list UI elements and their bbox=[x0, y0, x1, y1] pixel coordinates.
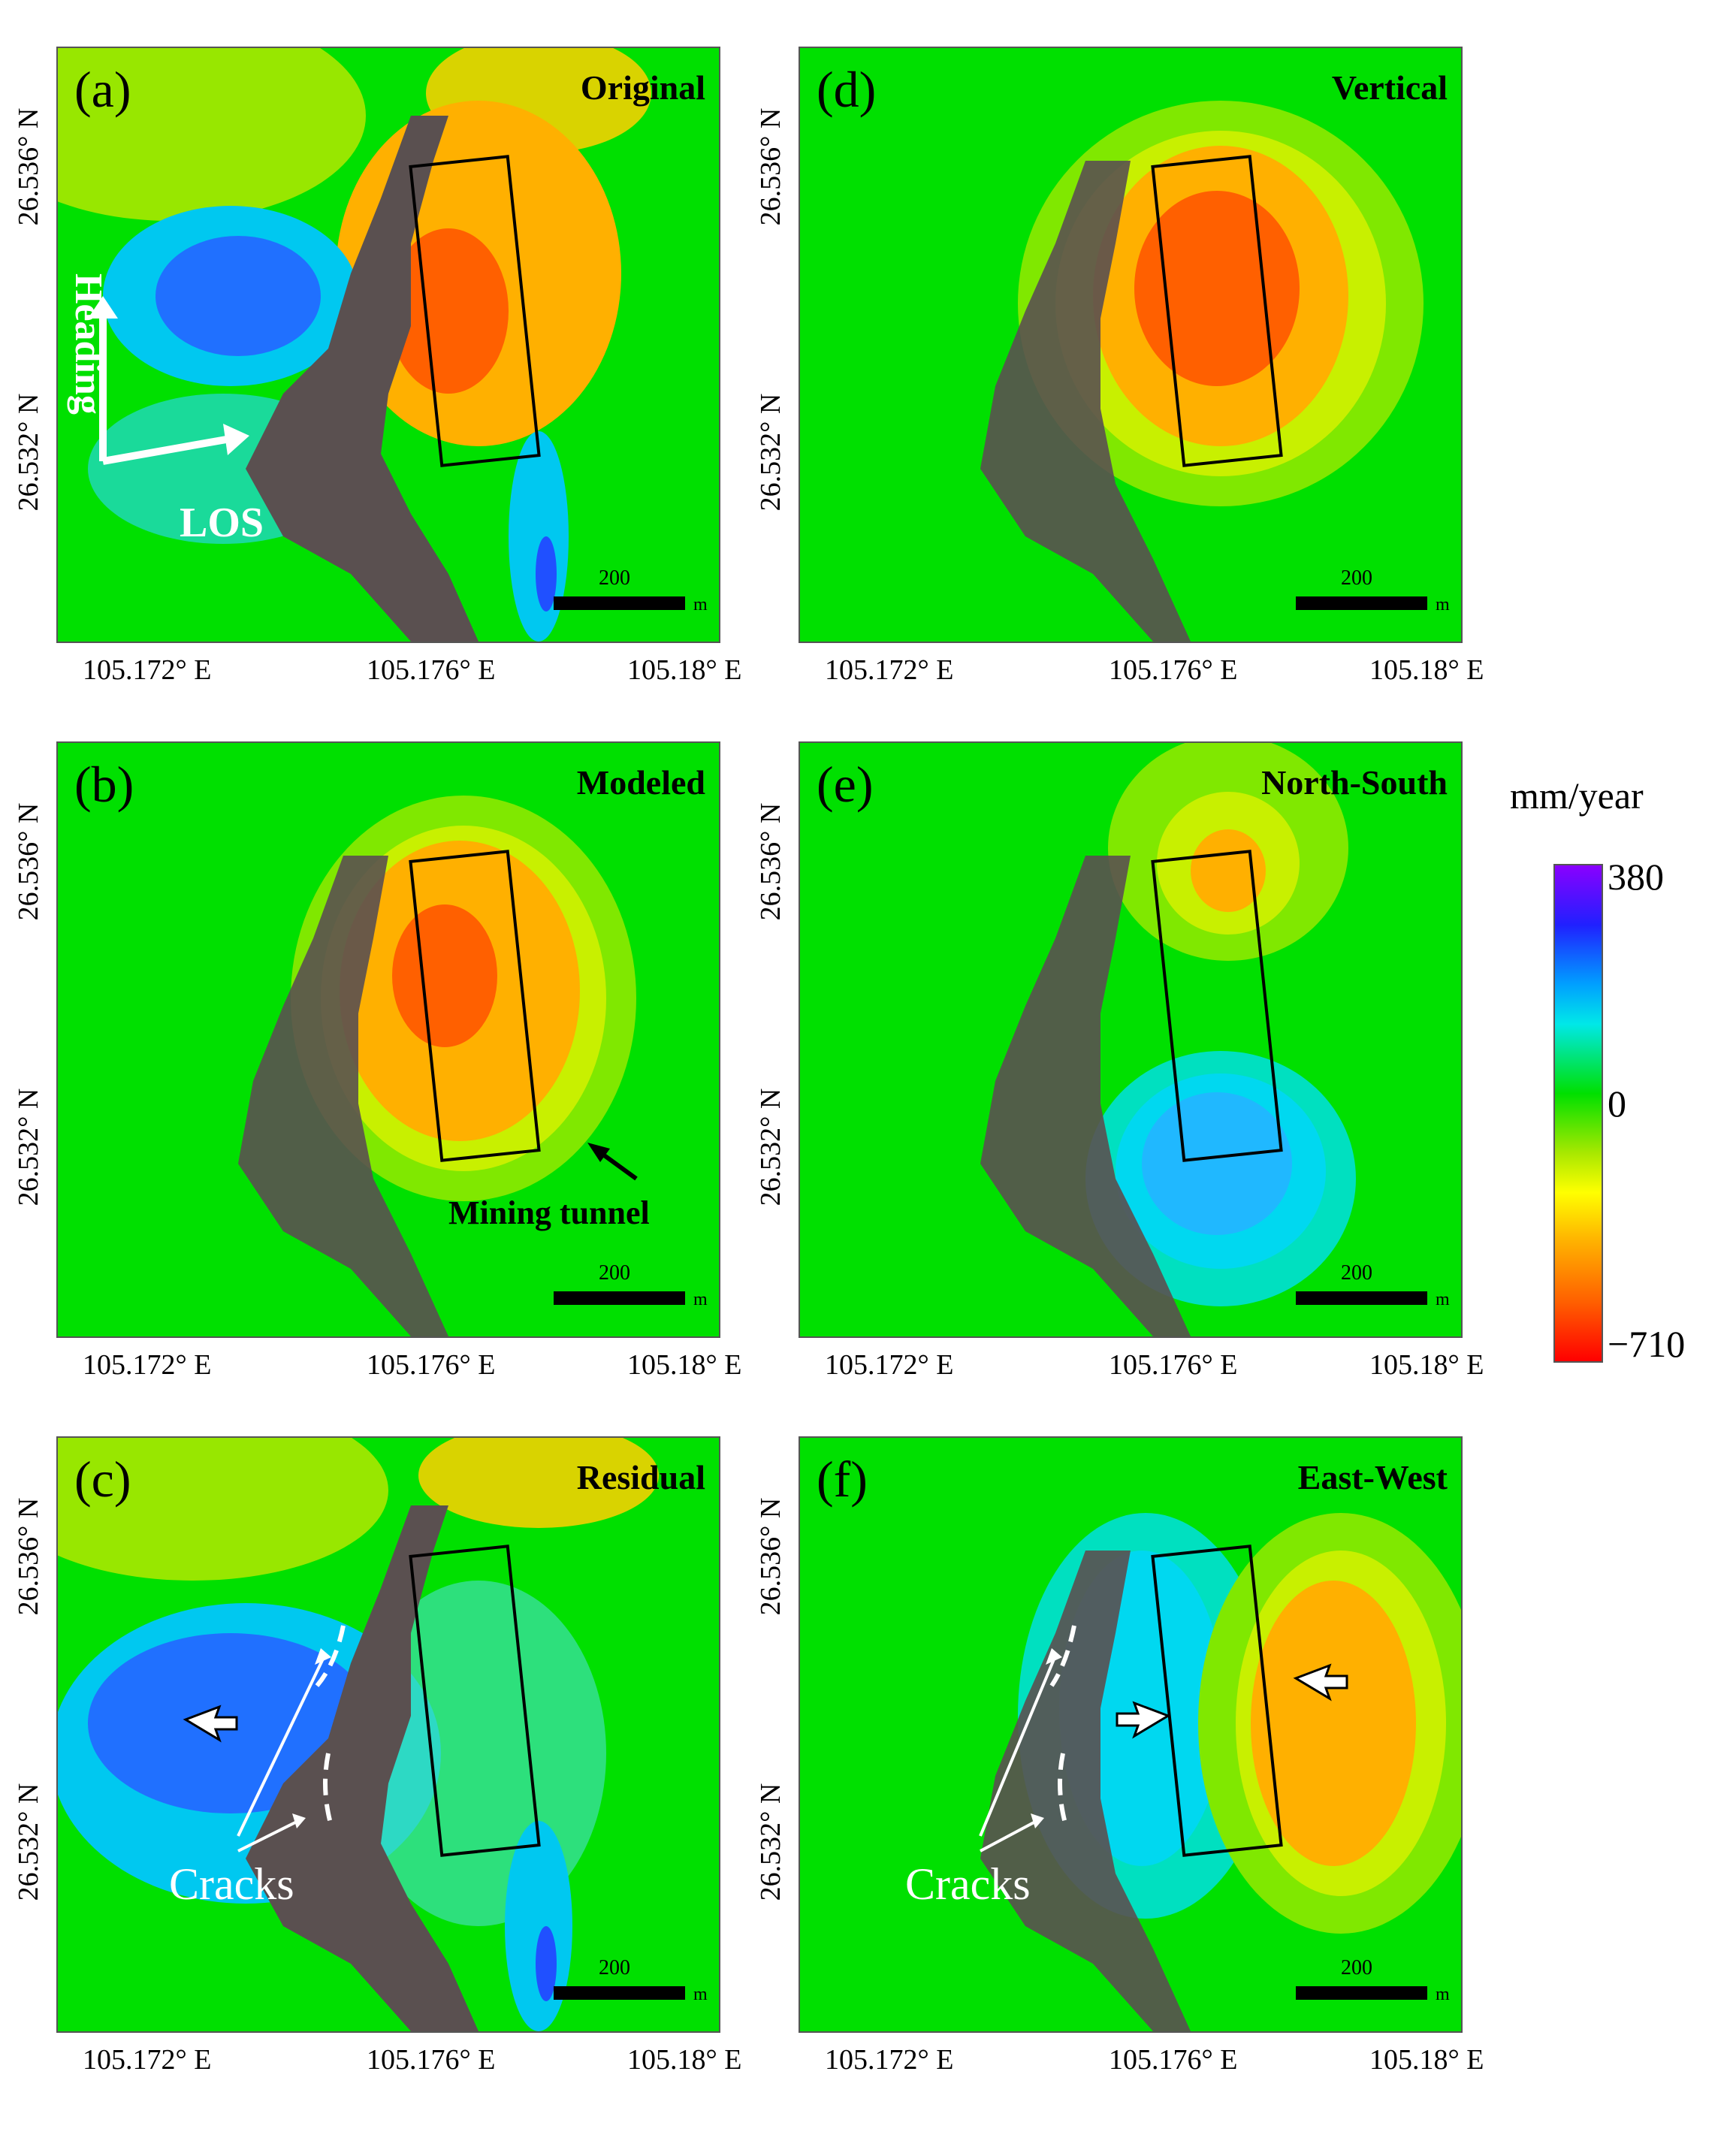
y-tick-label: 26.532° N bbox=[755, 393, 786, 512]
y-tick-label: 26.536° N bbox=[755, 107, 786, 226]
panel-label: (f) bbox=[817, 1451, 868, 1508]
x-tick-label: 105.18° E bbox=[1369, 1349, 1484, 1381]
scale-bar-value: 200 bbox=[599, 1261, 630, 1285]
panel-title: Modeled bbox=[576, 763, 705, 802]
scale-bar-value: 200 bbox=[1341, 1261, 1372, 1285]
scale-bar-unit: m bbox=[1436, 595, 1450, 614]
scale-bar-unit: m bbox=[693, 1290, 708, 1309]
deformation-map-e bbox=[800, 743, 1461, 1336]
mining-tunnel-label: Mining tunnel bbox=[448, 1194, 650, 1231]
x-tick-label: 105.172° E bbox=[83, 1349, 212, 1381]
x-tick-label: 105.176° E bbox=[367, 2044, 496, 2076]
colorbar-title: mm/year bbox=[1510, 775, 1644, 817]
x-tick-label: 105.176° E bbox=[1109, 654, 1238, 686]
scale-bar-unit: m bbox=[1436, 1290, 1450, 1309]
panel-title: East-West bbox=[1297, 1458, 1448, 1496]
scale-bar-unit: m bbox=[693, 1985, 708, 2004]
deformation-map-f bbox=[800, 1438, 1461, 2031]
y-tick-label: 26.536° N bbox=[755, 802, 786, 921]
y-tick-label: 26.532° N bbox=[13, 393, 44, 512]
scale-bar-unit: m bbox=[693, 595, 708, 614]
y-tick-label: 26.532° N bbox=[755, 1783, 786, 1901]
x-tick-label: 105.172° E bbox=[825, 1349, 954, 1381]
colorbar-min-label: −710 bbox=[1608, 1323, 1686, 1365]
deformation-map-a bbox=[58, 48, 719, 642]
panel-c: (c) Residual Cracks 200 m bbox=[56, 1436, 720, 2033]
x-tick-label: 105.18° E bbox=[627, 2044, 742, 2076]
scale-bar-value: 200 bbox=[599, 1956, 630, 1979]
panel-label: (c) bbox=[74, 1451, 131, 1508]
y-tick-label: 26.536° N bbox=[755, 1497, 786, 1616]
scale-bar bbox=[554, 1986, 685, 2000]
panel-title: Vertical bbox=[1331, 68, 1448, 107]
panel-d: (d) Vertical 200 m bbox=[799, 47, 1463, 643]
scale-bar bbox=[1296, 596, 1427, 610]
scale-bar bbox=[554, 1291, 685, 1305]
x-tick-label: 105.172° E bbox=[825, 2044, 954, 2076]
scale-bar-value: 200 bbox=[1341, 1956, 1372, 1979]
panel-title: Residual bbox=[576, 1458, 705, 1496]
deformation-map-d bbox=[800, 48, 1461, 642]
panel-label: (b) bbox=[74, 756, 134, 813]
x-tick-label: 105.18° E bbox=[627, 1349, 742, 1381]
los-label: LOS bbox=[180, 500, 264, 546]
panel-label: (e) bbox=[817, 756, 874, 813]
x-tick-label: 105.172° E bbox=[83, 2044, 212, 2076]
deformation-map-b bbox=[58, 743, 719, 1336]
scale-bar bbox=[1296, 1986, 1427, 2000]
x-tick-label: 105.18° E bbox=[627, 654, 742, 686]
deformation-map-c bbox=[58, 1438, 719, 2031]
panel-title: Original bbox=[580, 68, 705, 107]
y-tick-label: 26.536° N bbox=[13, 802, 44, 921]
panel-f: (f) East-West Cracks 200 m bbox=[799, 1436, 1463, 2033]
panel-label: (d) bbox=[817, 61, 877, 118]
x-tick-label: 105.176° E bbox=[1109, 2044, 1238, 2076]
colorbar-max-label: 380 bbox=[1608, 856, 1664, 898]
colorbar-mid-label: 0 bbox=[1608, 1083, 1626, 1125]
x-tick-label: 105.172° E bbox=[825, 654, 954, 686]
x-tick-label: 105.176° E bbox=[367, 654, 496, 686]
panel-e: (e) North-South 200 m bbox=[799, 741, 1463, 1338]
y-tick-label: 26.532° N bbox=[13, 1783, 44, 1901]
cracks-label: Cracks bbox=[905, 1859, 1031, 1909]
x-tick-label: 105.18° E bbox=[1369, 2044, 1484, 2076]
cracks-label: Cracks bbox=[169, 1859, 294, 1909]
scale-bar-unit: m bbox=[1436, 1985, 1450, 2004]
scale-bar bbox=[554, 596, 685, 610]
y-tick-label: 26.532° N bbox=[13, 1088, 44, 1206]
y-tick-label: 26.536° N bbox=[13, 1497, 44, 1616]
panel-label: (a) bbox=[74, 61, 131, 118]
panel-a: (a) Original Heading LOS 200 m bbox=[56, 47, 720, 643]
x-tick-label: 105.18° E bbox=[1369, 654, 1484, 686]
y-tick-label: 26.536° N bbox=[13, 107, 44, 226]
y-tick-label: 26.532° N bbox=[755, 1088, 786, 1206]
heading-los-arrows bbox=[88, 296, 249, 465]
x-tick-label: 105.172° E bbox=[83, 654, 212, 686]
scale-bar-value: 200 bbox=[1341, 566, 1372, 590]
x-tick-label: 105.176° E bbox=[367, 1349, 496, 1381]
scale-bar-value: 200 bbox=[599, 566, 630, 590]
colorbar bbox=[1553, 864, 1603, 1363]
panel-b: (b) Modeled Mining tunnel 200 m bbox=[56, 741, 720, 1338]
scale-bar bbox=[1296, 1291, 1427, 1305]
panel-title: North-South bbox=[1261, 763, 1448, 802]
x-tick-label: 105.176° E bbox=[1109, 1349, 1238, 1381]
